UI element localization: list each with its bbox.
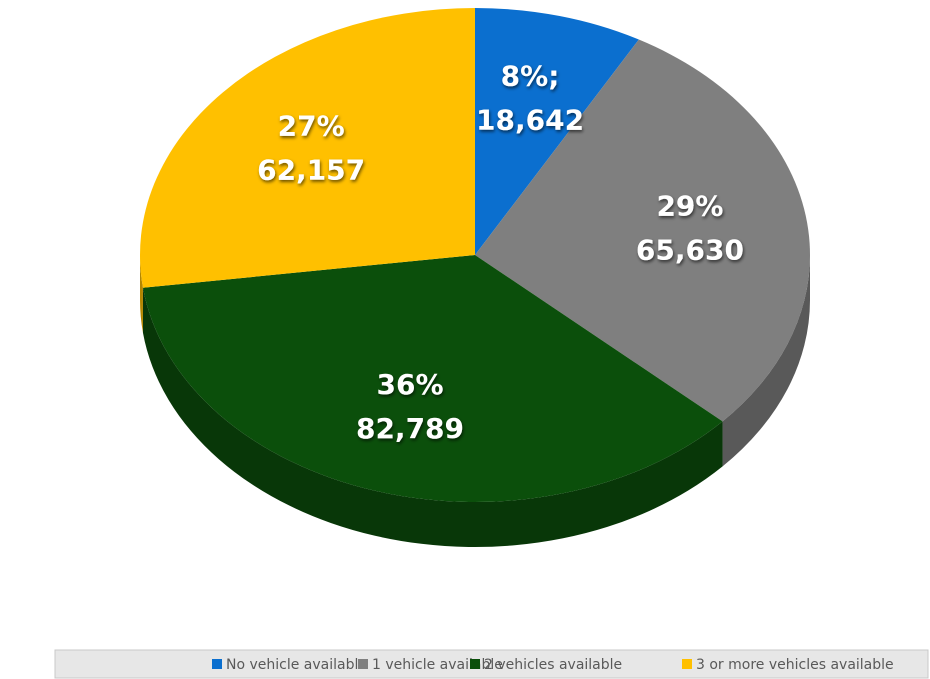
legend-label: 3 or more vehicles available (696, 657, 894, 673)
legend-swatch (358, 659, 368, 669)
slice (140, 8, 475, 288)
slice-side (140, 255, 143, 333)
legend-label: No vehicle available (226, 657, 367, 673)
slice (142, 255, 723, 502)
data-label: 82,789 (356, 412, 464, 445)
data-label: 18,642 (476, 104, 584, 137)
legend-swatch (682, 659, 692, 669)
data-label: 29% (656, 189, 723, 222)
data-label: 65,630 (636, 233, 744, 266)
data-label: 62,157 (257, 153, 365, 186)
legend-box (54, 649, 929, 679)
slice-side (142, 287, 723, 547)
data-label: 27% (278, 109, 345, 142)
slice (475, 8, 639, 255)
slice-side (722, 255, 810, 467)
data-label: 36% (376, 368, 443, 401)
legend-label: 2 vehicles available (484, 657, 622, 673)
data-label: 8%; (501, 60, 560, 93)
legend-swatch (212, 659, 222, 669)
slice (475, 39, 810, 422)
legend-swatch (470, 659, 480, 669)
